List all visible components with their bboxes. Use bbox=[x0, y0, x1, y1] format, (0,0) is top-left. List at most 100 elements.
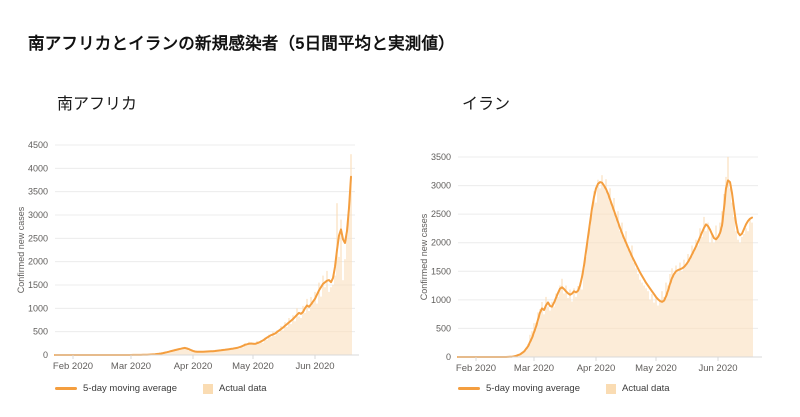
actual-data-bar bbox=[525, 347, 527, 357]
x-tick-label: Apr 2020 bbox=[174, 361, 213, 372]
actual-data-bar bbox=[639, 279, 641, 357]
actual-data-bar bbox=[326, 270, 328, 355]
actual-data-bar bbox=[174, 348, 176, 355]
actual-data-bar bbox=[747, 231, 749, 357]
actual-data-bar bbox=[711, 234, 713, 357]
actual-data-bar bbox=[721, 211, 723, 357]
y-tick-label: 3500 bbox=[431, 152, 451, 162]
actual-data-bar bbox=[308, 311, 310, 355]
actual-data-bar bbox=[653, 302, 655, 357]
actual-data-bar bbox=[172, 350, 174, 355]
actual-data-bar bbox=[593, 191, 595, 357]
actual-data-bar bbox=[645, 288, 647, 357]
actual-data-bar bbox=[751, 222, 753, 357]
bar-swatch-icon bbox=[606, 383, 616, 394]
y-tick-label: 4500 bbox=[28, 140, 48, 150]
actual-data-bar bbox=[599, 188, 601, 357]
actual-data-bar bbox=[290, 324, 292, 355]
actual-data-bar bbox=[687, 254, 689, 357]
actual-data-bar bbox=[621, 222, 623, 357]
x-tick-label: Jun 2020 bbox=[295, 361, 334, 372]
actual-data-bar bbox=[703, 216, 705, 357]
actual-data-bar bbox=[547, 306, 549, 357]
actual-data-bar bbox=[320, 296, 322, 355]
actual-data-bar bbox=[318, 282, 320, 355]
actual-data-bar bbox=[649, 299, 651, 357]
actual-data-bar bbox=[551, 301, 553, 357]
actual-data-bar bbox=[226, 350, 228, 355]
actual-data-bar bbox=[216, 350, 218, 355]
x-tick-label: Feb 2020 bbox=[53, 361, 93, 372]
actual-data-bar bbox=[276, 330, 278, 355]
actual-data-bar bbox=[288, 318, 290, 355]
actual-data-bar bbox=[739, 242, 741, 357]
actual-data-bar bbox=[713, 242, 715, 357]
actual-data-bar bbox=[523, 350, 525, 357]
actual-data-bar bbox=[573, 288, 575, 357]
actual-data-bar bbox=[304, 312, 306, 355]
actual-data-bar bbox=[204, 351, 206, 355]
x-tick-label: Mar 2020 bbox=[514, 363, 554, 374]
actual-data-bar bbox=[521, 352, 523, 357]
actual-data-bar bbox=[701, 236, 703, 357]
actual-data-bar bbox=[577, 286, 579, 357]
actual-data-bar bbox=[727, 156, 729, 357]
legend-label-moving-average: 5-day moving average bbox=[83, 383, 177, 394]
actual-data-bar bbox=[330, 287, 332, 355]
actual-data-bar bbox=[302, 305, 304, 355]
x-tick-label: May 2020 bbox=[635, 363, 677, 374]
actual-data-bar bbox=[567, 298, 569, 357]
actual-data-bar bbox=[176, 349, 178, 355]
bar-swatch-icon bbox=[203, 383, 213, 394]
actual-data-bar bbox=[627, 248, 629, 357]
actual-data-bar bbox=[635, 268, 637, 357]
x-tick-label: Apr 2020 bbox=[577, 363, 616, 374]
actual-data-bar bbox=[741, 236, 743, 357]
actual-data-bar bbox=[565, 285, 567, 357]
y-tick-label: 1500 bbox=[431, 266, 451, 276]
actual-data-bar bbox=[310, 297, 312, 355]
actual-data-bar bbox=[637, 274, 639, 357]
x-tick-label: Jun 2020 bbox=[698, 363, 737, 374]
actual-data-bar bbox=[643, 285, 645, 357]
actual-data-bar bbox=[651, 294, 653, 357]
actual-data-bar bbox=[342, 280, 344, 355]
y-tick-label: 1000 bbox=[431, 295, 451, 305]
actual-data-bar bbox=[256, 340, 258, 355]
y-tick-label: 3500 bbox=[28, 187, 48, 197]
actual-data-bar bbox=[669, 274, 671, 357]
actual-data-bar bbox=[332, 284, 334, 355]
actual-data-bar bbox=[665, 282, 667, 357]
actual-data-bar bbox=[735, 231, 737, 357]
actual-data-bar bbox=[683, 259, 685, 357]
y-tick-label: 4000 bbox=[28, 163, 48, 173]
actual-data-bar bbox=[244, 343, 246, 355]
actual-data-bar bbox=[340, 219, 342, 355]
actual-data-bar bbox=[677, 272, 679, 357]
actual-data-bar bbox=[707, 222, 709, 357]
actual-data-bar bbox=[346, 226, 348, 355]
actual-data-bar bbox=[246, 345, 248, 355]
actual-data-bar bbox=[617, 211, 619, 357]
actual-data-bar bbox=[324, 287, 326, 355]
actual-data-bar bbox=[230, 349, 232, 355]
actual-data-bar bbox=[691, 245, 693, 357]
actual-data-bar bbox=[272, 331, 274, 355]
actual-data-bar bbox=[655, 296, 657, 357]
actual-data-bar bbox=[531, 331, 533, 357]
actual-data-bar bbox=[545, 296, 547, 357]
actual-data-bar bbox=[266, 340, 268, 355]
actual-data-bar bbox=[232, 348, 234, 355]
actual-data-bar bbox=[180, 348, 182, 355]
actual-data-bar bbox=[242, 347, 244, 355]
actual-data-bar bbox=[623, 239, 625, 357]
actual-data-bars bbox=[138, 154, 352, 355]
actual-data-bar bbox=[238, 348, 240, 355]
actual-data-bar bbox=[543, 314, 545, 357]
actual-data-bar bbox=[535, 322, 537, 357]
y-tick-label: 500 bbox=[436, 323, 451, 333]
actual-data-bar bbox=[641, 282, 643, 357]
actual-data-bar bbox=[705, 231, 707, 357]
actual-data-bar bbox=[611, 205, 613, 357]
legend-label-actual-data: Actual data bbox=[622, 383, 670, 394]
